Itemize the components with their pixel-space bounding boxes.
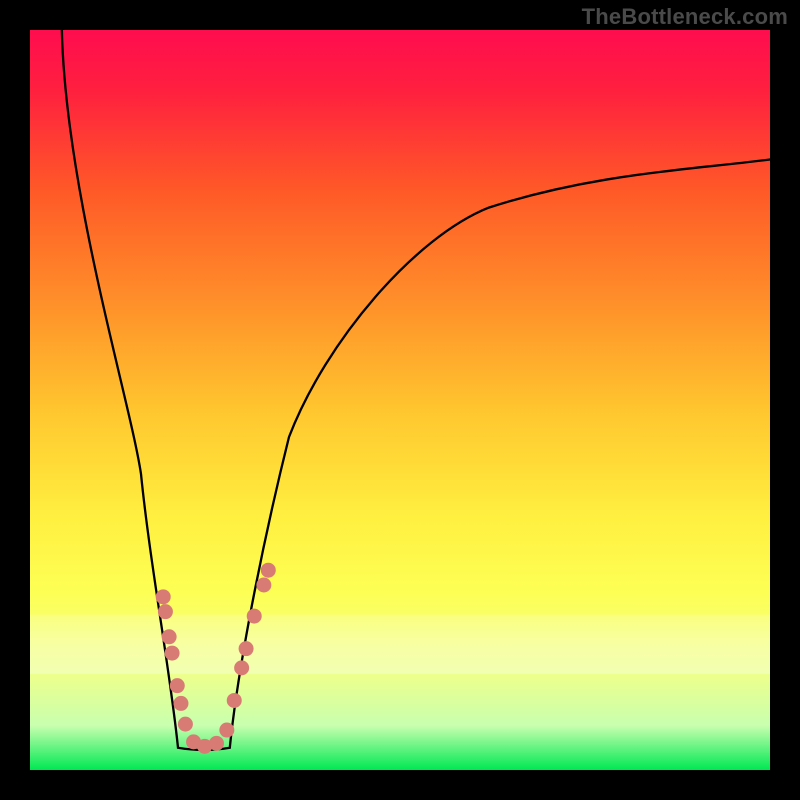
- data-dot: [247, 609, 262, 624]
- data-dot: [234, 660, 249, 675]
- data-dot: [239, 641, 254, 656]
- data-dot: [156, 589, 171, 604]
- data-dot: [165, 646, 180, 661]
- data-dot: [173, 696, 188, 711]
- data-dot: [209, 736, 224, 751]
- data-dot: [261, 563, 276, 578]
- chart-root: TheBottleneck.com: [0, 0, 800, 800]
- data-dot: [170, 678, 185, 693]
- data-dot: [256, 578, 271, 593]
- data-dot: [158, 604, 173, 619]
- data-dot: [219, 723, 234, 738]
- plot-area: [30, 30, 770, 770]
- data-dot: [178, 717, 193, 732]
- data-dot: [227, 693, 242, 708]
- bottleneck-chart: [0, 0, 800, 800]
- pale-band: [30, 615, 770, 674]
- watermark-text: TheBottleneck.com: [582, 4, 788, 30]
- data-dot: [162, 629, 177, 644]
